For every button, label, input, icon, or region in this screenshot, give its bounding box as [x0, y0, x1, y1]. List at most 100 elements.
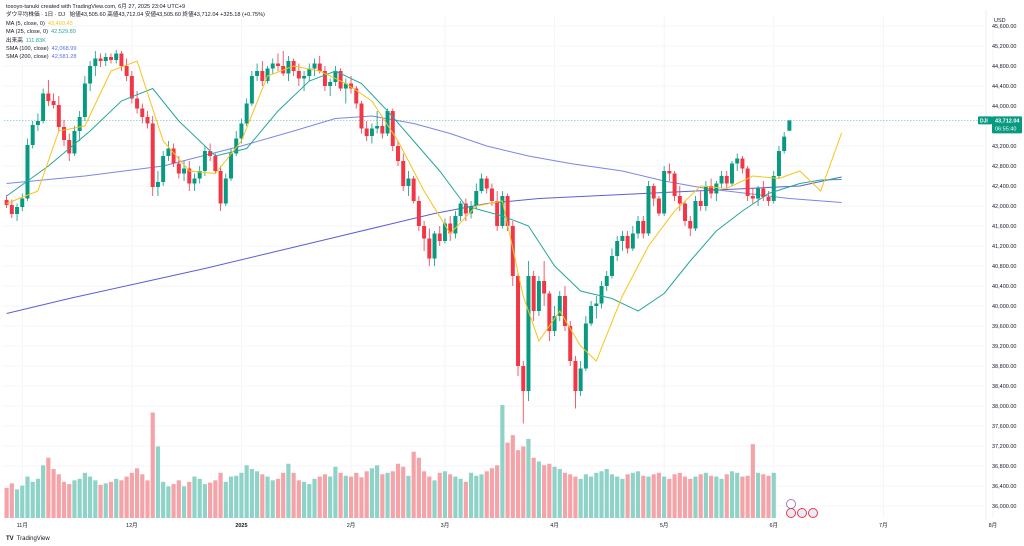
candle-body — [161, 156, 166, 182]
event-icons[interactable] — [786, 499, 818, 518]
volume-bar — [599, 471, 604, 518]
volume-bar — [255, 471, 260, 518]
price-tick-label: 39,600.00 — [992, 324, 1016, 330]
earnings-event-icon — [808, 508, 818, 518]
chart-legend: tosoyo-tanuki created with TradingView.c… — [6, 3, 265, 62]
candle-body — [4, 200, 9, 205]
indicator-value: 43,460.43 — [47, 20, 73, 27]
volume-bar — [526, 438, 531, 518]
indicator-row[interactable]: MA (25, close, 0) 42,529.89 — [6, 28, 265, 36]
price-tick-label: 37,600.00 — [992, 424, 1016, 430]
candle-body — [103, 57, 108, 61]
candle-body — [615, 241, 620, 256]
volume-bar — [609, 474, 615, 518]
price-tick-label: 38,800.00 — [992, 364, 1016, 370]
time-axis[interactable]: 11月 12月 2025 2月 3月 4月 5月 6月 7月 8月 — [17, 522, 998, 529]
volume-bar — [495, 465, 500, 518]
candle-body — [202, 151, 207, 171]
candle-body — [683, 203, 688, 221]
volume-bar — [41, 465, 46, 518]
volume-bar — [140, 474, 145, 518]
indicator-value: 42,529.89 — [50, 29, 76, 36]
candle-body — [187, 168, 192, 184]
indicator-list: MA (5, close, 0) 43,460.43 MA (25, close, … — [6, 20, 265, 62]
earnings-event-icon — [786, 508, 796, 518]
volume-bar — [484, 471, 489, 518]
volume-bar — [213, 480, 218, 518]
volume-bar — [677, 472, 682, 518]
price-tick-label: 36,000.00 — [992, 504, 1016, 510]
candle-body — [182, 168, 187, 174]
volume-bar — [385, 472, 390, 518]
candle-body — [578, 368, 583, 391]
candle-body — [672, 173, 677, 196]
price-tick-label: 43,200.00 — [992, 144, 1016, 150]
candle-body — [604, 276, 609, 286]
time-tick-label: 5月 — [660, 522, 669, 529]
short-ma-lines — [6, 60, 843, 362]
volume-bar — [286, 463, 291, 518]
candle-body — [166, 148, 171, 156]
indicator-row[interactable]: 出来高 111.83K — [6, 37, 265, 45]
indicator-row[interactable]: MA (5, close, 0) 43,460.43 — [6, 20, 265, 28]
candle-body — [411, 178, 416, 201]
price-tick-label: 45,600.00 — [992, 24, 1016, 30]
volume-bar — [14, 489, 20, 518]
volume-bar — [369, 468, 374, 518]
volume-bar — [77, 478, 82, 518]
candle-body — [56, 105, 61, 127]
volume-bar — [129, 472, 134, 518]
candle-body — [573, 361, 578, 391]
candle-body — [9, 205, 14, 214]
candle-body — [787, 120, 792, 131]
volume-bar — [766, 475, 771, 518]
candle-body — [20, 198, 25, 207]
volume-bar — [442, 471, 448, 518]
time-tick-label: 11月 — [17, 522, 28, 529]
candle-body — [385, 111, 390, 134]
indicator-value: 111.83K — [25, 37, 46, 44]
time-tick-label: 6月 — [769, 522, 778, 529]
candle-body — [380, 126, 385, 134]
volume-bar — [166, 486, 171, 518]
volume-bar — [103, 483, 108, 518]
volume-bar — [662, 476, 667, 518]
volume-bar — [114, 478, 119, 518]
price-tick-label: 41,600.00 — [992, 224, 1016, 230]
candle-body — [176, 163, 181, 174]
volume-bar — [88, 476, 93, 518]
candle-body — [609, 256, 614, 276]
symbol-label[interactable]: ダウ平均株価 · 1日 · DJ — [6, 12, 66, 19]
volume-bar — [56, 474, 61, 518]
candle-body — [354, 88, 359, 104]
indicator-row[interactable]: SMA (100, close) 42,068.99 — [6, 45, 265, 53]
candle-body — [218, 171, 223, 204]
candle-body — [328, 82, 333, 86]
volume-bar — [176, 480, 181, 518]
price-tick-label: 40,400.00 — [992, 284, 1016, 290]
candle-body — [568, 326, 573, 361]
candle-body — [260, 71, 265, 81]
candle-body — [343, 83, 348, 89]
volume-bar — [124, 476, 129, 518]
candle-body — [766, 197, 771, 201]
candle-body — [453, 216, 458, 234]
price-tick-label: 45,200.00 — [992, 44, 1016, 50]
volume-bar — [468, 472, 474, 518]
candle-body — [401, 161, 406, 186]
candle-body — [406, 178, 411, 186]
candle-body — [108, 57, 113, 60]
volume-bar — [187, 481, 192, 518]
volume-bar — [260, 474, 265, 518]
candle-body — [641, 221, 646, 234]
candle-body — [155, 182, 160, 187]
candle-body — [474, 191, 479, 206]
indicator-row[interactable]: SMA (200, close) 42,581.28 — [6, 53, 265, 61]
time-tick-label: 8月 — [989, 522, 998, 529]
candle-body — [140, 108, 145, 117]
volume-bar — [411, 451, 416, 518]
volume-bar — [463, 481, 468, 518]
volume-bar — [568, 474, 573, 518]
